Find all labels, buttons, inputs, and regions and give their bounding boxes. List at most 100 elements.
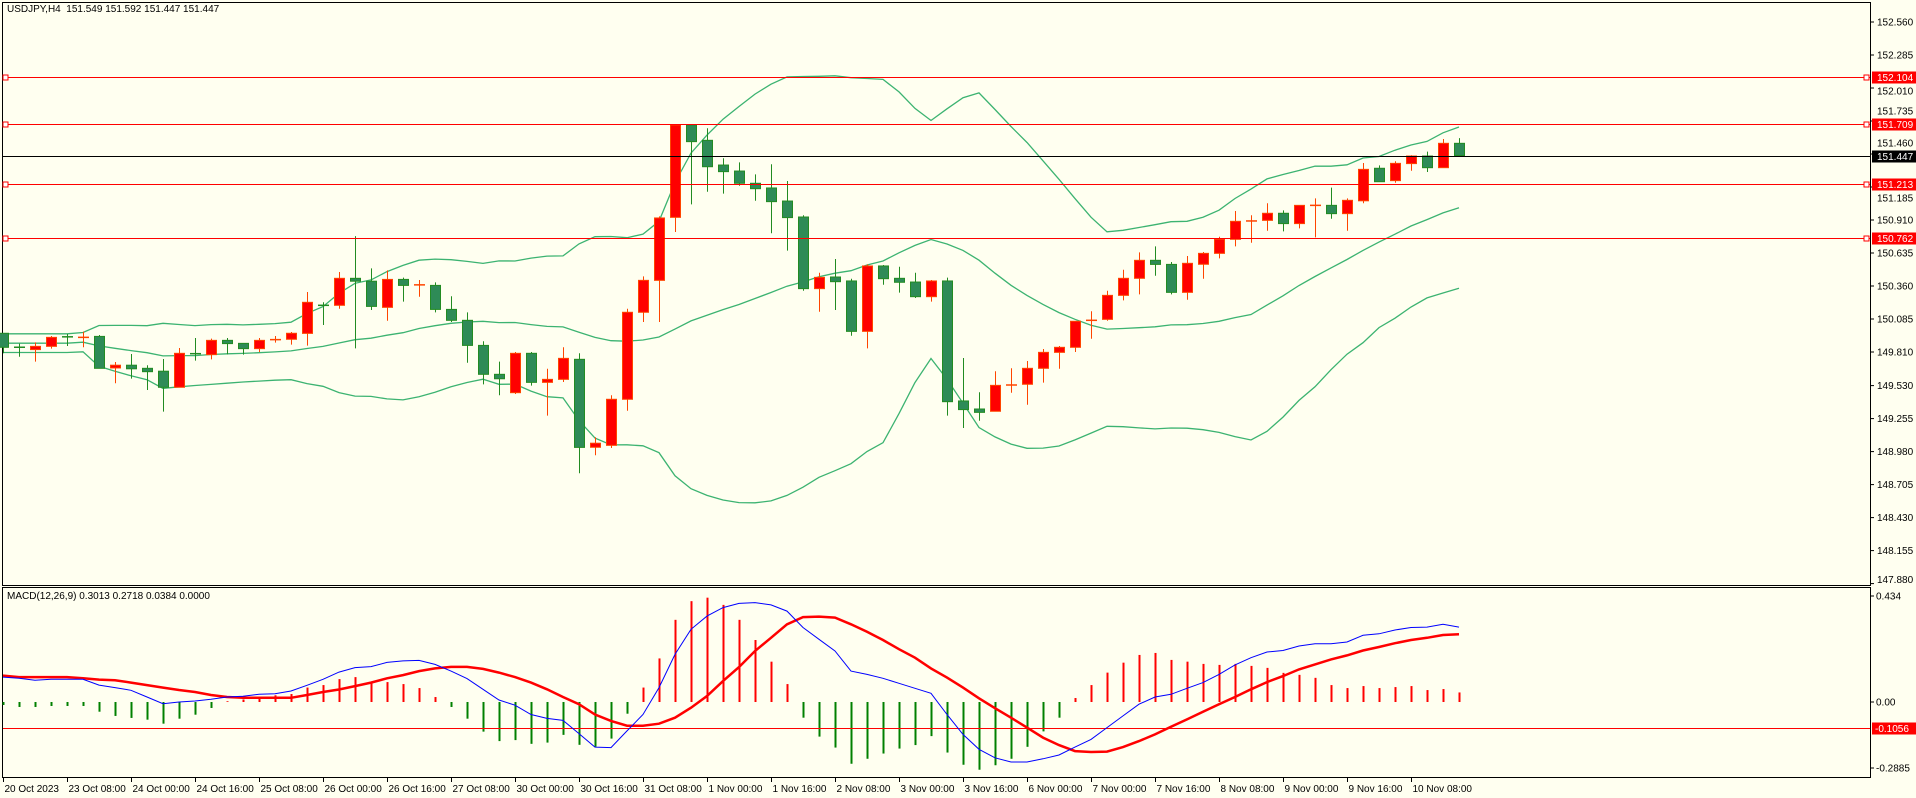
candle-body — [990, 384, 1001, 412]
candle-body — [926, 280, 937, 298]
candle-body — [606, 398, 617, 446]
candle-bullish — [1134, 252, 1145, 295]
candle-body — [558, 357, 569, 380]
candle-body — [1454, 142, 1465, 157]
candle-body — [94, 335, 105, 369]
candle-body — [1390, 162, 1401, 182]
candle-body — [398, 278, 409, 286]
macd-signal-line — [2, 615, 1460, 754]
candle-bullish — [206, 338, 217, 360]
line-handle-right[interactable] — [1863, 74, 1870, 81]
candle-bearish — [318, 302, 329, 325]
candle-body — [830, 276, 841, 283]
candle-bearish — [14, 343, 25, 357]
price-tick-label: 148.705 — [1877, 480, 1914, 491]
candle-bullish — [302, 292, 313, 346]
candle-bullish — [1390, 161, 1401, 183]
candle-bullish — [654, 216, 665, 322]
candle-body — [686, 124, 697, 143]
line-handle-left[interactable] — [2, 121, 9, 128]
macd-tick-label: 0.434 — [1876, 592, 1901, 603]
line-handle-left[interactable] — [2, 74, 9, 81]
candle-bullish — [622, 308, 633, 411]
price-tick-label: 148.430 — [1877, 513, 1914, 524]
candle-bearish — [526, 352, 537, 386]
candle-body — [1182, 262, 1193, 293]
price-tick-label: 147.880 — [1877, 575, 1914, 586]
candle-bearish — [366, 268, 377, 310]
candle-body — [1102, 294, 1113, 320]
candle-bullish — [254, 337, 265, 352]
candle-body — [1070, 320, 1081, 348]
time-tick-label: 1 Nov 16:00 — [773, 784, 827, 795]
candle-body — [894, 277, 905, 283]
candle-body — [1198, 252, 1209, 265]
candle-body — [1038, 351, 1049, 369]
level-label: 151.709 — [1877, 120, 1914, 131]
horizontal-lines[interactable] — [2, 74, 1870, 242]
candle-body — [1438, 142, 1449, 169]
time-tick-label: 23 Oct 08:00 — [69, 784, 127, 795]
line-handle-left[interactable] — [2, 181, 9, 188]
level-label: 152.104 — [1877, 73, 1914, 84]
time-tick-label: 27 Oct 08:00 — [453, 784, 511, 795]
price-tick-label: 149.255 — [1877, 414, 1914, 425]
time-tick-label: 7 Nov 16:00 — [1157, 784, 1211, 795]
candle-bullish — [1294, 204, 1305, 229]
candle-body — [1150, 259, 1161, 265]
bollinger-lower-band — [3, 287, 1460, 504]
time-tick-label: 25 Oct 08:00 — [261, 784, 319, 795]
candle-bearish — [686, 124, 697, 205]
candles — [0, 124, 1465, 474]
candle-bullish — [1102, 290, 1113, 321]
candle-body — [798, 216, 809, 290]
price-tick-label: 149.810 — [1877, 348, 1914, 359]
line-handle-left[interactable] — [2, 235, 9, 242]
candle-body — [542, 378, 553, 383]
candle-bearish — [0, 332, 9, 354]
candle-bullish — [382, 270, 393, 321]
candle-bearish — [574, 353, 585, 474]
candle-bullish — [1022, 361, 1033, 405]
price-tick-label: 150.635 — [1877, 249, 1914, 260]
candle-body — [1374, 167, 1385, 183]
time-tick-label: 10 Nov 08:00 — [1413, 784, 1473, 795]
line-handle-right[interactable] — [1863, 121, 1870, 128]
price-tick-label: 148.155 — [1877, 546, 1914, 557]
candle-bullish — [334, 271, 345, 309]
candle-body — [1022, 367, 1033, 385]
symbol-ohlc-header: USDJPY,H4 151.549 151.592 151.447 151.44… — [7, 4, 220, 15]
candle-bearish — [974, 392, 985, 421]
candle-bearish — [702, 128, 713, 192]
candle-bearish — [222, 337, 233, 355]
price-tick-label: 152.010 — [1877, 87, 1914, 98]
candle-body — [206, 339, 217, 356]
candle-bearish — [1166, 262, 1177, 295]
candle-bullish — [286, 331, 297, 345]
macd-tick-label: 0.00 — [1876, 698, 1896, 709]
line-handle-right[interactable] — [1863, 235, 1870, 242]
time-tick-label: 30 Oct 16:00 — [581, 784, 639, 795]
candle-body — [1134, 259, 1145, 279]
candle-body — [1422, 155, 1433, 169]
candle-body — [670, 124, 681, 218]
line-handle-right[interactable] — [1863, 181, 1870, 188]
price-line-labels: 152.104 151.709 151.213 150.762 151.447 — [1872, 71, 1916, 245]
time-tick-label: 20 Oct 2023 — [5, 784, 60, 795]
candle-bullish — [670, 124, 681, 232]
candle-bearish — [942, 277, 953, 416]
candle-body — [238, 342, 249, 350]
candle-bearish — [158, 358, 169, 412]
candle-bearish — [1374, 165, 1385, 183]
candle-bullish — [814, 272, 825, 312]
time-tick-label: 3 Nov 00:00 — [901, 784, 955, 795]
candle-body — [142, 367, 153, 373]
macd-tick-label: -0.2885 — [1876, 764, 1910, 775]
candle-bullish — [606, 395, 617, 448]
macd-axis: 0.434 0.00 -0.2885 -0.1056 — [1870, 592, 1916, 775]
candle-body — [574, 358, 585, 448]
candle-bullish — [1054, 346, 1065, 369]
candle-bearish — [446, 296, 457, 322]
price-axis: 152.560 152.285 152.010 151.735 151.460 151.1… — [1870, 18, 1914, 586]
